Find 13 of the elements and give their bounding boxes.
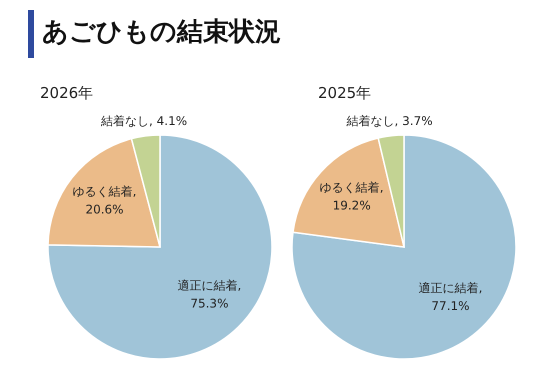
- chart-title: 2026年: [40, 84, 94, 103]
- slice-label: 適正に結着: [178, 278, 238, 292]
- pie-slice: [47, 134, 273, 360]
- slice-label: 結着なし: [101, 114, 150, 128]
- data-label: , 3.7%: [394, 114, 433, 128]
- slice-label: 適正に結着: [418, 281, 479, 296]
- text: あごひもの結束状況: [42, 16, 281, 49]
- slice-label: 結着なし: [346, 114, 395, 128]
- chart-title: 2025年: [318, 84, 372, 103]
- slice-label: ゆるく結着: [320, 180, 380, 195]
- pie-slice: [291, 134, 517, 360]
- data-label: , 4.1%: [149, 114, 188, 128]
- slice-label: ゆるく結着: [72, 184, 133, 198]
